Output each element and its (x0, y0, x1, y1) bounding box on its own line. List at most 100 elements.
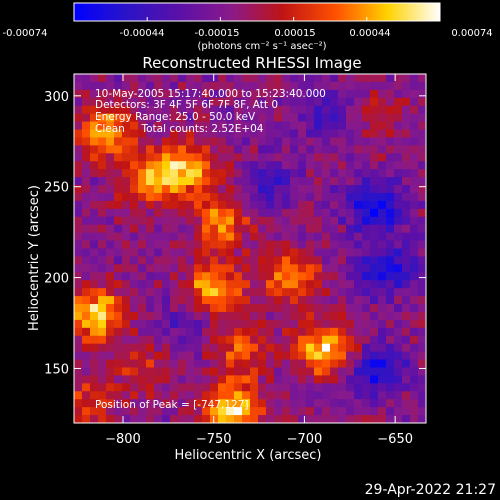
heatmap-cell (210, 399, 219, 408)
heatmap-cell (330, 216, 339, 226)
heatmap-cell (362, 343, 371, 353)
heatmap-cell (242, 367, 251, 377)
heatmap-cell (362, 391, 371, 400)
heatmap-cell (90, 216, 99, 226)
heatmap-cell (314, 105, 323, 115)
heatmap-cell (274, 129, 283, 139)
heatmap-cell (194, 367, 203, 377)
heatmap-cell (82, 351, 91, 361)
heatmap-cell (138, 351, 147, 361)
heatmap-cell (298, 296, 307, 305)
heatmap-cell (266, 208, 275, 218)
heatmap-cell (234, 161, 243, 170)
heatmap-cell (74, 264, 83, 273)
heatmap-cell (98, 89, 107, 99)
heatmap-cell (338, 169, 347, 178)
heatmap-cell (362, 145, 371, 154)
heatmap-cell (90, 74, 99, 83)
heatmap-cell (162, 375, 171, 384)
heatmap-cell (362, 407, 371, 416)
heatmap-cell (186, 383, 195, 392)
heatmap-cell (178, 264, 187, 273)
heatmap-cell (250, 280, 259, 289)
heatmap-cell (242, 319, 251, 329)
heatmap-cell (74, 105, 83, 115)
heatmap-cell (378, 327, 387, 337)
heatmap-cell (186, 415, 195, 423)
heatmap-cell (202, 248, 211, 258)
heatmap-cell (202, 208, 211, 218)
heatmap-cell (74, 177, 83, 186)
heatmap-cell (330, 121, 339, 131)
heatmap-cell (274, 208, 283, 218)
heatmap-cell (306, 264, 315, 273)
heatmap-cell (402, 359, 411, 369)
heatmap-cell (418, 248, 426, 258)
heatmap-cell (138, 256, 147, 265)
heatmap-cell (282, 153, 291, 162)
heatmap-cell (162, 121, 171, 131)
heatmap-cell (98, 375, 107, 384)
heatmap-cell (242, 327, 251, 337)
heatmap-cell (178, 415, 187, 423)
heatmap-cell (226, 224, 235, 234)
heatmap-cell (138, 81, 147, 91)
heatmap-cell (266, 105, 275, 115)
heatmap-cell (202, 177, 211, 186)
heatmap-cell (378, 161, 387, 170)
heatmap-cell (290, 248, 299, 258)
heatmap-cell (74, 319, 83, 329)
heatmap-cell (226, 319, 235, 329)
heatmap-cell (114, 383, 123, 392)
heatmap-cell (402, 145, 411, 154)
heatmap-cell (138, 383, 147, 392)
heatmap-cell (162, 256, 171, 265)
heatmap-cell (146, 327, 155, 337)
heatmap-cell (186, 391, 195, 400)
heatmap-cell (242, 272, 251, 281)
heatmap-cell (306, 319, 315, 329)
heatmap-cell (146, 216, 155, 226)
heatmap-cell (266, 97, 275, 107)
heatmap-cell (130, 383, 139, 392)
heatmap-cell (410, 200, 419, 210)
heatmap-cell (378, 113, 387, 123)
heatmap-cell (226, 185, 235, 194)
heatmap-cell (194, 304, 203, 313)
heatmap-cell (258, 335, 267, 345)
heatmap-cell (234, 367, 243, 377)
heatmap-cell (386, 113, 395, 123)
heatmap-cell (250, 383, 259, 392)
heatmap-cell (306, 288, 315, 297)
heatmap-cell (282, 240, 291, 250)
heatmap-cell (386, 232, 395, 242)
heatmap-cell (82, 240, 91, 250)
heatmap-cell (194, 89, 203, 99)
heatmap-cell (202, 327, 211, 337)
heatmap-cell (154, 192, 163, 202)
heatmap-cell (282, 145, 291, 154)
heatmap-cell (210, 192, 219, 202)
heatmap-cell (250, 137, 259, 146)
heatmap-cell (114, 113, 123, 123)
heatmap-cell (362, 105, 371, 115)
heatmap-cell (234, 185, 243, 194)
heatmap-cell (106, 319, 115, 329)
heatmap-cell (106, 185, 115, 194)
heatmap-cell (210, 256, 219, 265)
heatmap-cell (130, 177, 139, 186)
heatmap-cell (338, 327, 347, 337)
heatmap-cell (242, 280, 251, 289)
heatmap-cell (354, 200, 363, 210)
heatmap-cell (218, 399, 227, 408)
heatmap-cell (98, 367, 107, 377)
heatmap-cell (394, 232, 403, 242)
heatmap-cell (194, 161, 203, 170)
heatmap-cell (274, 288, 283, 297)
heatmap-cell (338, 129, 347, 139)
heatmap-cell (394, 192, 403, 202)
heatmap-cell (362, 256, 371, 265)
heatmap-cell (130, 240, 139, 250)
